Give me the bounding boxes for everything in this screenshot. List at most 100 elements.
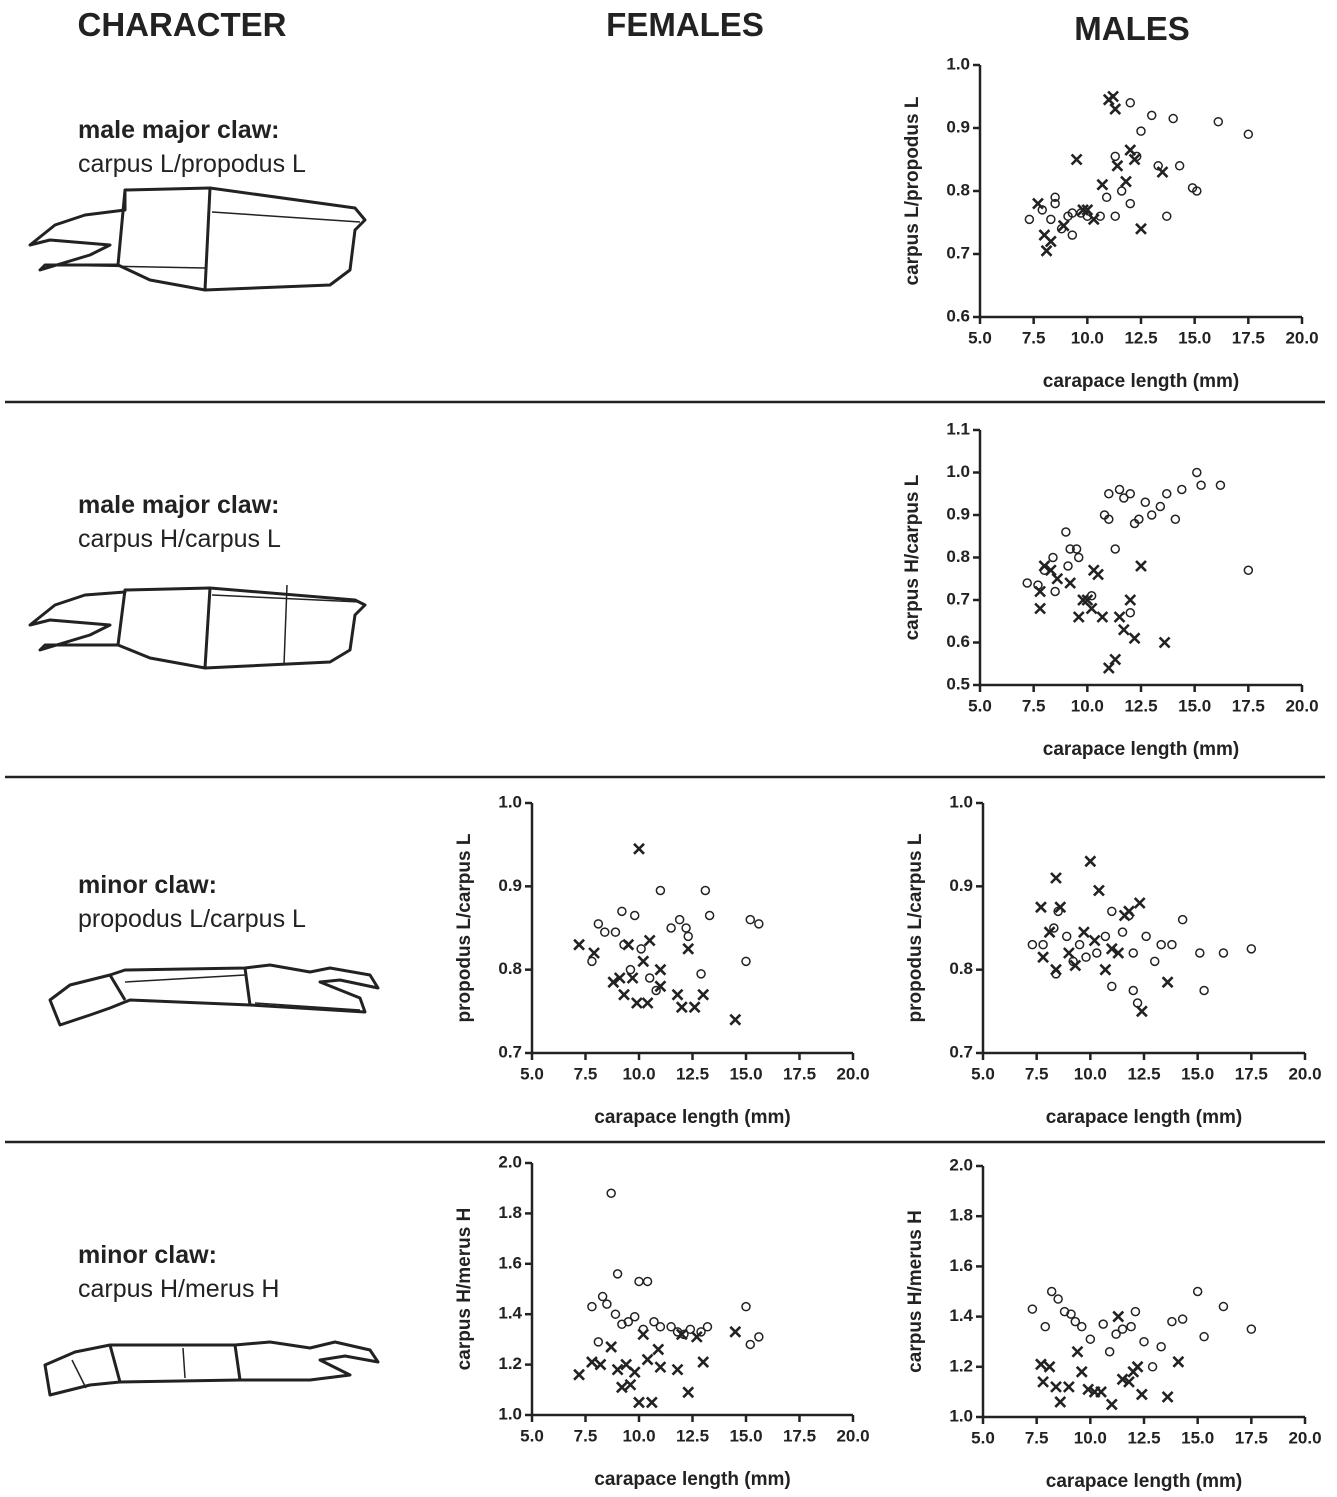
point (651, 985, 661, 996)
point (1130, 1306, 1141, 1317)
point (1053, 906, 1063, 917)
point (671, 1363, 684, 1376)
point (593, 1337, 604, 1347)
point (1246, 944, 1257, 954)
point (1243, 565, 1254, 575)
point (1027, 939, 1038, 950)
point (1136, 126, 1146, 136)
point (1124, 144, 1137, 156)
point (587, 1301, 597, 1312)
point (666, 923, 676, 933)
point (1110, 151, 1120, 162)
point (690, 1330, 703, 1343)
point (745, 1339, 756, 1350)
point (1104, 1346, 1115, 1357)
claw-drawing (28, 186, 367, 292)
point (688, 1001, 701, 1014)
claw-drawing (43, 1340, 380, 1397)
point (1177, 1314, 1188, 1324)
character-title: minor claw: (78, 871, 217, 899)
point (1128, 948, 1139, 958)
point (754, 1332, 764, 1342)
y-axis-label: carpus H/merus H (454, 1208, 475, 1371)
point (1126, 1321, 1136, 1332)
point (655, 885, 666, 896)
point (1085, 602, 1098, 615)
point (1167, 1316, 1177, 1327)
point (1054, 901, 1067, 914)
point (626, 972, 639, 984)
point (754, 919, 764, 929)
point (641, 997, 654, 1009)
point (594, 1358, 607, 1371)
point (1105, 1398, 1118, 1411)
point (1156, 166, 1169, 179)
point (1034, 585, 1047, 598)
x-tick-label: 20.0 (836, 1426, 869, 1445)
point (629, 1311, 640, 1322)
x-tick-label: 17.5 (1232, 696, 1265, 715)
point (624, 1378, 637, 1391)
point (1038, 560, 1051, 572)
y-tick-label: 1.0 (949, 1406, 973, 1425)
point (1123, 1375, 1135, 1388)
point (1035, 1358, 1047, 1371)
scatter-chart: 0.5 0.6 0.7 0.8 0.9 1.0 1.1 5.0 7.5 10.0 12.5 15.0 1… (902, 419, 1319, 760)
x-tick-label: 15.0 (729, 1426, 762, 1445)
point (1156, 1341, 1166, 1352)
point (644, 973, 655, 983)
x-axis-label: carapace length (mm) (594, 1107, 790, 1128)
point (617, 906, 627, 917)
point (643, 934, 656, 947)
point (1074, 939, 1085, 950)
x-tick-label: 7.5 (1022, 696, 1046, 715)
point (1092, 948, 1102, 958)
point (1141, 931, 1151, 942)
x-tick-label: 12.5 (1127, 1428, 1160, 1447)
point (1044, 235, 1057, 248)
x-tick-label: 12.5 (1124, 696, 1157, 715)
point (1099, 963, 1112, 976)
claw-drawing (28, 584, 367, 670)
scatter-chart: 0.6 0.7 0.8 0.9 1.0 5.0 7.5 10.0 12.5 15.0 17.5 20.… (902, 54, 1319, 392)
point (1162, 489, 1172, 499)
point (1167, 939, 1177, 950)
point (1057, 219, 1070, 232)
x-tick-label: 20.0 (1288, 1428, 1321, 1447)
point (636, 944, 646, 954)
character-text: propodus L/carpus L (78, 905, 306, 933)
x-tick-label: 20.0 (1288, 1064, 1321, 1083)
point (1096, 611, 1109, 623)
point (1064, 577, 1077, 589)
point (633, 842, 645, 855)
point (675, 1328, 688, 1341)
character-text: carpus L/propodus L (78, 150, 306, 178)
point (1213, 116, 1224, 127)
x-tick-label: 15.0 (729, 1064, 762, 1083)
point (654, 963, 667, 976)
point (1081, 952, 1091, 962)
point (1075, 1365, 1088, 1378)
point (597, 1291, 608, 1302)
point (1246, 1324, 1257, 1334)
point (1192, 467, 1202, 478)
point (1158, 636, 1171, 649)
column-header: FEMALES (606, 6, 764, 43)
point (623, 1317, 634, 1327)
x-axis-label: carapace length (mm) (594, 1469, 790, 1490)
character-title: male major claw: (78, 491, 279, 519)
y-axis-label: carpus L/propodus L (902, 96, 923, 285)
point (666, 1322, 676, 1332)
point (1073, 552, 1084, 563)
point (679, 1329, 689, 1340)
y-tick-label: 0.6 (946, 306, 970, 325)
point (1125, 608, 1136, 618)
point (1123, 905, 1135, 918)
point (610, 1309, 621, 1319)
point (1050, 586, 1060, 597)
point (1135, 222, 1147, 235)
x-tick-label: 12.5 (676, 1426, 709, 1445)
point (1053, 1294, 1063, 1304)
point (1088, 934, 1101, 947)
point (1146, 110, 1157, 121)
